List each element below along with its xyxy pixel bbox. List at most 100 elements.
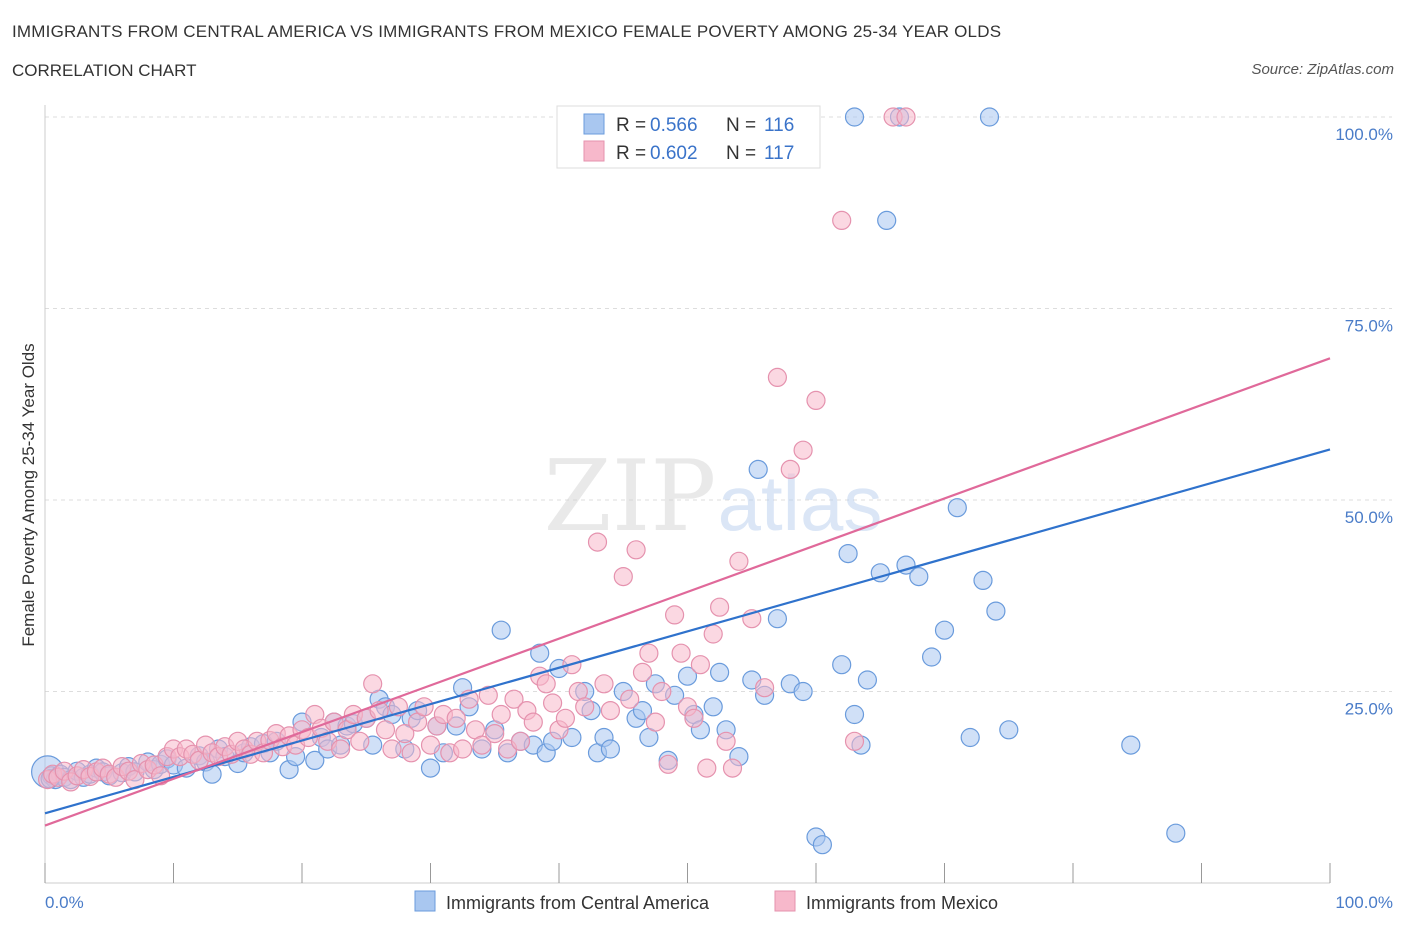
point-mexico-69 bbox=[478, 685, 498, 705]
point-mexico-53 bbox=[375, 720, 396, 740]
legend-r-label-1: R = bbox=[616, 115, 646, 136]
legend-n-label-1: N = bbox=[726, 115, 756, 136]
point-mexico-54 bbox=[382, 739, 402, 759]
watermark-zip: ZIP bbox=[544, 440, 717, 554]
point-mexico-110 bbox=[780, 459, 800, 479]
trend-lines bbox=[44, 357, 1331, 827]
chart-title: IMMIGRANTS FROM CENTRAL AMERICA VS IMMIG… bbox=[12, 22, 1002, 41]
point-mexico-81 bbox=[555, 708, 576, 728]
point-mexico-49 bbox=[350, 731, 370, 751]
point-central-america-110 bbox=[844, 107, 865, 127]
legend-r-value-1: 0.566 bbox=[650, 115, 698, 136]
point-central-america-93 bbox=[812, 835, 833, 855]
x-tick-label-1: 100.0% bbox=[1335, 893, 1393, 912]
point-mexico-56 bbox=[395, 723, 415, 744]
point-central-america-100 bbox=[877, 210, 897, 230]
legend-r-value-2: 0.602 bbox=[650, 143, 698, 164]
point-central-america-108 bbox=[986, 601, 1006, 621]
point-mexico-64 bbox=[446, 708, 466, 728]
point-mexico-78 bbox=[536, 674, 556, 694]
point-mexico-70 bbox=[485, 723, 505, 744]
point-central-america-98 bbox=[857, 670, 878, 690]
watermark-atlas: atlas bbox=[718, 459, 883, 547]
bottom-legend-label-mexico: Immigrants from Mexico bbox=[806, 893, 998, 913]
point-mexico-113 bbox=[832, 210, 852, 230]
legend-n-value-2: 117 bbox=[764, 143, 794, 164]
point-central-america-103 bbox=[921, 647, 942, 667]
point-mexico-101 bbox=[697, 758, 717, 778]
point-mexico-104 bbox=[716, 731, 736, 751]
point-mexico-90 bbox=[626, 540, 646, 560]
point-mexico-84 bbox=[575, 697, 595, 717]
point-mexico-74 bbox=[510, 731, 531, 751]
point-central-america-104 bbox=[934, 620, 955, 640]
point-central-america-87 bbox=[748, 459, 768, 479]
x-tick-label-0: 0.0% bbox=[45, 893, 84, 912]
point-mexico-60 bbox=[420, 735, 441, 755]
point-central-america-94 bbox=[832, 655, 852, 675]
point-mexico-65 bbox=[453, 739, 473, 759]
point-central-america-95 bbox=[838, 543, 858, 564]
stats-legend: R = 0.566 N = 116 R = 0.602 N = 117 bbox=[556, 105, 821, 169]
point-mexico-93 bbox=[645, 712, 666, 732]
point-mexico-109 bbox=[767, 367, 788, 387]
point-mexico-103 bbox=[709, 597, 730, 617]
point-central-america-114 bbox=[1166, 823, 1186, 843]
point-mexico-71 bbox=[491, 704, 511, 725]
point-mexico-102 bbox=[703, 624, 723, 644]
point-mexico-112 bbox=[806, 390, 826, 410]
axes bbox=[44, 105, 1331, 884]
point-central-america-106 bbox=[960, 727, 980, 748]
point-mexico-116 bbox=[896, 107, 916, 127]
point-mexico-85 bbox=[587, 532, 608, 552]
point-mexico-99 bbox=[684, 708, 704, 728]
point-mexico-105 bbox=[722, 758, 743, 778]
point-central-america-113 bbox=[1121, 735, 1141, 755]
point-central-america-101 bbox=[896, 555, 916, 575]
point-central-america-105 bbox=[947, 498, 967, 518]
point-mexico-89 bbox=[620, 689, 640, 709]
point-central-america-79 bbox=[677, 666, 698, 686]
x-tick-labels: 0.0% 100.0% bbox=[45, 893, 1393, 912]
y-tick-label-1: 50.0% bbox=[1345, 508, 1393, 527]
point-mexico-114 bbox=[844, 731, 865, 751]
trend-line-mexico bbox=[44, 357, 1331, 827]
point-mexico-51 bbox=[363, 674, 383, 694]
legend-swatch-central-america bbox=[583, 113, 605, 135]
y-tick-label-0: 25.0% bbox=[1345, 700, 1393, 719]
watermark: ZIP atlas bbox=[544, 440, 883, 554]
point-mexico-95 bbox=[658, 754, 678, 774]
point-mexico-41 bbox=[298, 727, 318, 748]
legend-n-label-2: N = bbox=[726, 143, 756, 164]
point-mexico-96 bbox=[664, 605, 685, 625]
bottom-legend-label-central-america: Immigrants from Central America bbox=[446, 893, 710, 913]
bottom-legend-swatch-mexico bbox=[774, 890, 796, 912]
point-mexico-68 bbox=[472, 735, 492, 755]
legend-swatch-mexico bbox=[583, 140, 605, 162]
point-mexico-92 bbox=[639, 643, 659, 663]
point-central-america-96 bbox=[844, 704, 865, 725]
point-central-america-107 bbox=[973, 570, 993, 591]
point-mexico-88 bbox=[613, 566, 633, 587]
point-mexico-106 bbox=[729, 551, 749, 571]
series-legend: Immigrants from Central America Immigran… bbox=[414, 890, 998, 913]
point-central-america-82 bbox=[703, 697, 723, 717]
legend-n-value-1: 116 bbox=[764, 115, 794, 136]
point-mexico-46 bbox=[331, 739, 351, 759]
chart-subtitle: CORRELATION CHART bbox=[12, 61, 197, 80]
point-central-america-109 bbox=[999, 720, 1019, 740]
point-mexico-100 bbox=[690, 655, 711, 675]
point-central-america-58 bbox=[491, 620, 511, 640]
point-central-america-74 bbox=[632, 700, 653, 721]
y-tick-labels: 25.0% 50.0% 75.0% 100.0% bbox=[1335, 125, 1393, 719]
y-axis-title: Female Poverty Among 25-34 Year Olds bbox=[19, 343, 38, 646]
bottom-legend-swatch-central-america bbox=[414, 890, 436, 912]
point-mexico-57 bbox=[401, 743, 421, 763]
point-mexico-108 bbox=[754, 678, 775, 698]
point-central-america-91 bbox=[793, 681, 813, 702]
point-central-america-62 bbox=[530, 643, 550, 663]
source-label: Source: ZipAtlas.com bbox=[1251, 61, 1394, 78]
legend-r-label-2: R = bbox=[616, 143, 646, 164]
point-mexico-87 bbox=[600, 700, 621, 721]
